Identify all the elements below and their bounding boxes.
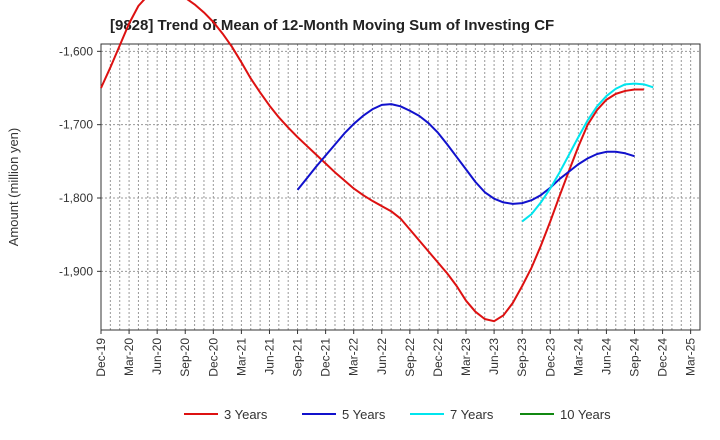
- x-tick-label: Dec-22: [431, 338, 445, 377]
- x-tick-label: Mar-25: [684, 338, 698, 376]
- x-axis: Dec-19 Mar-20 Jun-20 Sep-20 Dec-20 Mar-21 Jun-…: [94, 330, 698, 377]
- x-tick-label: Jun-23: [487, 338, 501, 375]
- legend-label: 10 Years: [560, 407, 611, 422]
- x-tick-label: Jun-22: [375, 338, 389, 375]
- x-tick-label: Dec-20: [206, 338, 220, 377]
- legend-label: 5 Years: [342, 407, 386, 422]
- series-line-5-years: [296, 103, 635, 205]
- y-tick-label: -1,900: [59, 264, 93, 278]
- legend-label: 3 Years: [224, 407, 268, 422]
- x-tick-label: Jun-20: [150, 338, 164, 375]
- x-tick-label: Dec-24: [656, 338, 670, 377]
- x-tick-label: Jun-24: [599, 338, 613, 375]
- x-tick-label: Sep-20: [178, 338, 192, 377]
- series-lines: [100, 0, 654, 323]
- y-axis: -1,600 -1,700 -1,800 -1,900: [59, 44, 101, 278]
- y-tick-label: -1,800: [59, 191, 93, 205]
- y-tick-label: -1,600: [59, 44, 93, 58]
- x-tick-label: Sep-21: [291, 338, 305, 377]
- legend-label: 7 Years: [450, 407, 494, 422]
- y-axis-label: Amount (million yen): [6, 128, 21, 247]
- plot-area: [100, 43, 701, 331]
- x-tick-label: Mar-24: [571, 338, 585, 376]
- x-tick-label: Dec-21: [319, 338, 333, 377]
- x-tick-label: Mar-23: [459, 338, 473, 376]
- x-tick-label: Sep-23: [515, 338, 529, 377]
- x-tick-label: Sep-22: [403, 338, 417, 377]
- series-line-3-years: [100, 0, 644, 323]
- series-line-7-years: [521, 82, 654, 223]
- x-tick-label: Dec-23: [543, 338, 557, 377]
- x-tick-label: Mar-21: [234, 338, 248, 376]
- x-tick-label: Dec-19: [94, 338, 108, 377]
- grid: [101, 44, 700, 330]
- x-tick-label: Mar-22: [347, 338, 361, 376]
- x-tick-label: Mar-20: [122, 338, 136, 376]
- chart-title: [9828] Trend of Mean of 12-Month Moving …: [110, 17, 554, 34]
- x-tick-label: Jun-21: [262, 338, 276, 375]
- x-tick-label: Sep-24: [627, 338, 641, 377]
- y-tick-label: -1,700: [59, 118, 93, 132]
- legend: 3 Years 5 Years 7 Years 10 Years: [184, 407, 611, 422]
